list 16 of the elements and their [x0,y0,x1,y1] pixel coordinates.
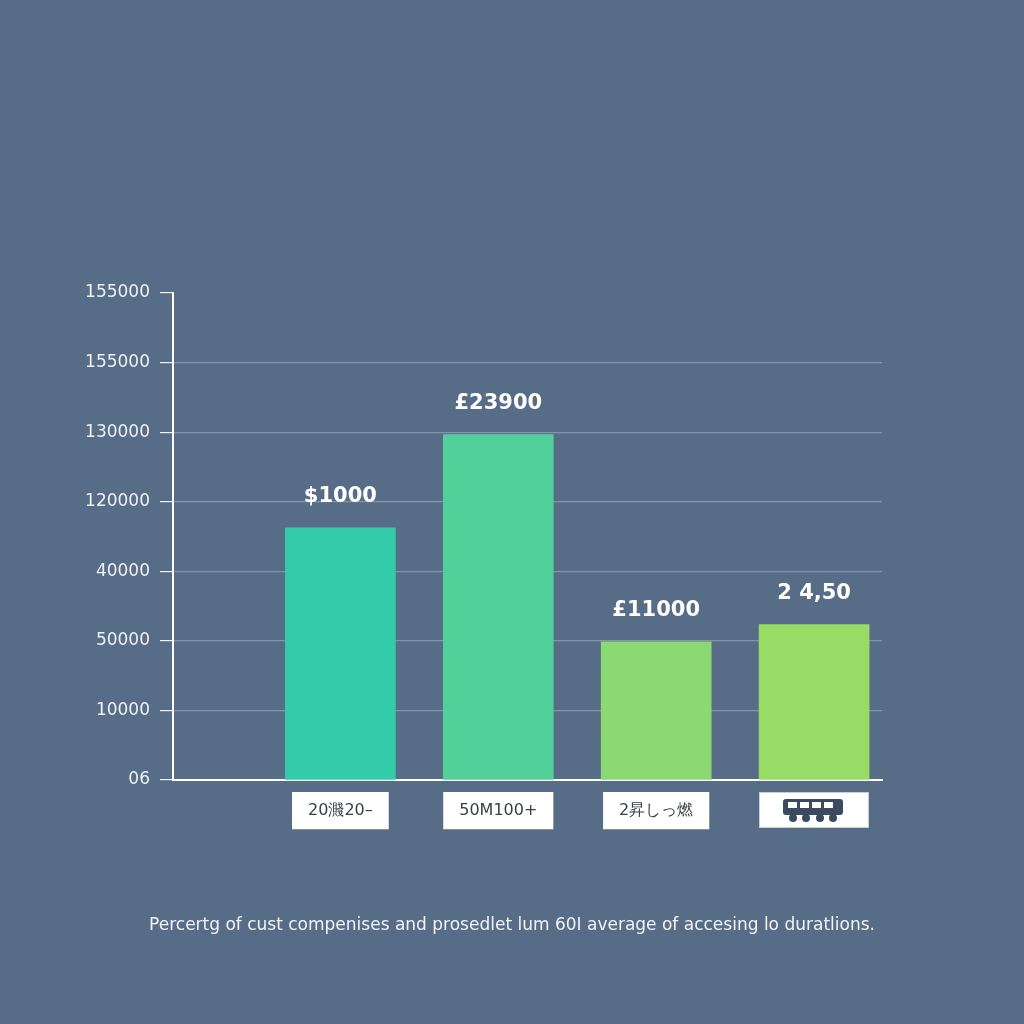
text: 155000 [85,281,150,302]
annotation: £11000 [612,597,701,622]
annotation: 2 4,50 [777,580,851,605]
text: 06 [128,768,150,789]
text: 40000 [95,559,150,580]
text: 50000 [95,629,150,650]
x-tick-label: 2昇しっ燃 [619,799,694,819]
x-tick-label: 50M100+ [459,799,538,819]
text: Percertg of cust compenises and prosedlet lum 60I average of accesing lo duratlions. [149,914,875,935]
annotation: £23900 [454,390,543,415]
annotation: $1000 [303,483,377,508]
text: 10000 [95,698,150,719]
text: 155000 [85,350,150,371]
text: 130000 [85,420,150,441]
text: 120000 [85,490,150,511]
x-tick-label: 20濺20– [308,799,373,819]
